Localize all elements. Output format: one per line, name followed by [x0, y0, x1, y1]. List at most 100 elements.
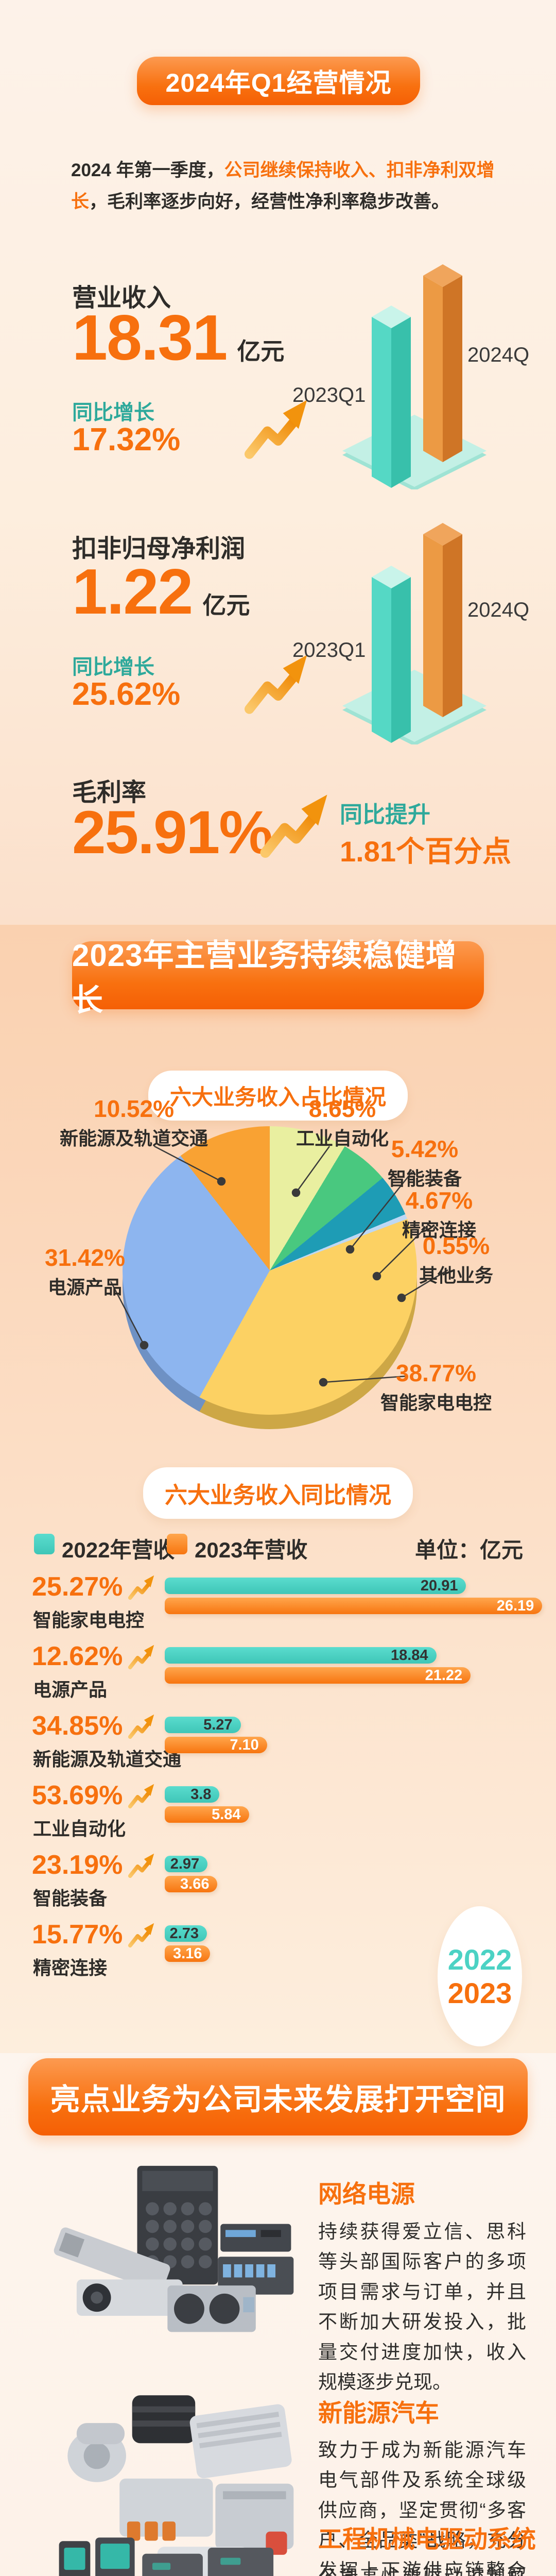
row-category: 新能源及轨道交通: [33, 1749, 182, 1770]
profit-yoy-label: 同比增长: [72, 656, 154, 679]
trend-up-arrow-icon: [127, 1850, 157, 1880]
bar-2022: 18.84: [165, 1647, 437, 1664]
item-body-ev: 致力于成为新能源汽车电气部件及系统全球级供应商，坚定贯彻“多客户、全品类”战略，…: [318, 2439, 526, 2576]
section3-header-banner: 亮点业务为公司未来发展打开空间: [28, 2058, 528, 2136]
bar-2023: 7.10: [165, 1737, 267, 1753]
profit-value-row: 1.22 亿元: [72, 555, 250, 629]
pie-callout-lines: [110, 1145, 448, 1387]
network-power-photo: [54, 2165, 294, 2332]
profit-value: 1.22: [72, 556, 193, 628]
section-2023-business: 2023年主营业务持续稳健增长 六大业务收入占比情况 10.52% 新能: [0, 925, 556, 2053]
bar-chart-title: 六大业务收入同比情况: [143, 1467, 413, 1519]
row-category: 精密连接: [33, 1957, 108, 1978]
trend-up-arrow-icon: [127, 1641, 157, 1671]
years-badge: 2022 2023: [438, 1906, 522, 2046]
drive-system-photo: [59, 2537, 274, 2576]
trend-up-arrow-icon: [127, 1572, 157, 1602]
growth-value: 53.69%: [32, 1781, 123, 1810]
pie-chart-title: 六大业务收入占比情况: [148, 1071, 408, 1121]
margin-value: 25.91%: [72, 799, 273, 867]
revenue-value-row: 18.31 亿元: [72, 301, 284, 375]
pie-label-precision-connection: 4.67% 精密连接: [402, 1187, 476, 1241]
badge-2022: 2022: [447, 1943, 512, 1976]
revenue-label: 营业收入: [72, 284, 171, 312]
pie-label-new-energy-rail: 10.52% 新能源及轨道交通: [59, 1095, 208, 1149]
bar-row-smart-appliance-control: 25.27% 智能家电电控 20.91 26.19: [0, 1572, 556, 1645]
pie-label-smart-appliance-control: 38.77% 智能家电电控: [380, 1360, 492, 1413]
bar-row-smart-equipment: 23.19% 智能装备 2.97 3.66: [0, 1850, 556, 1923]
trend-up-arrow-icon: [127, 1920, 157, 1950]
section2-header-banner: 2023年主营业务持续稳健增长: [72, 938, 484, 1018]
row-category: 工业自动化: [33, 1818, 126, 1839]
growth-value: 25.27%: [32, 1572, 123, 1602]
profit-3d-bar-chart: 2023Q1 2024Q1: [292, 523, 530, 744]
item-title-drive-system: 工程机械电驱动系统: [318, 2526, 536, 2553]
legend-label-2023: 2023年营收: [195, 1538, 308, 1562]
margin-label: 毛利率: [72, 779, 147, 806]
bar-label-2024q1: 2024Q1: [467, 344, 530, 366]
intro-part1: 2024 年第一季度，: [71, 160, 224, 180]
bar-2023: 3.66: [165, 1876, 218, 1892]
bar-label-2024q1: 2024Q1: [467, 599, 530, 621]
pie-label-smart-equipment: 5.42% 智能装备: [387, 1136, 462, 1189]
trend-up-arrow-icon: [127, 1781, 157, 1810]
bar-2023: 3.16: [165, 1945, 211, 1962]
section3-title: 亮点业务为公司未来发展打开空间: [50, 2083, 506, 2116]
bar-2023: 21.22: [165, 1667, 471, 1684]
revenue-3d-bar-chart: 2023Q1 2024Q1: [292, 264, 530, 489]
bar-2023: 26.19: [165, 1598, 543, 1614]
intro-part2: ，毛利率逐步向好，经营性净利率稳步改善。: [89, 192, 450, 212]
unit-note: 单位：亿元: [414, 1538, 523, 1562]
trend-up-arrow-icon: [127, 1711, 157, 1741]
pie-chart: [123, 1126, 417, 1415]
section1-header-banner: 2024年Q1经营情况: [137, 57, 420, 105]
section1-title: 2024年Q1经营情况: [165, 69, 392, 97]
revenue-unit: 亿元: [237, 338, 285, 365]
bar-chart-legend: 2022年营收 2023年营收 单位：亿元: [0, 1533, 556, 1562]
bar-row-new-energy-rail: 34.85% 新能源及轨道交通 5.27 7.10: [0, 1711, 556, 1784]
bar-label-2023q1: 2023Q1: [292, 639, 366, 662]
growth-value: 12.62%: [32, 1641, 123, 1671]
revenue-yoy-value: 17.32%: [72, 422, 181, 457]
bar-row-power-products: 12.62% 电源产品 18.84 21.22: [0, 1641, 556, 1714]
item-title-network-power: 网络电源: [318, 2180, 415, 2208]
section-q1-performance: 2024年Q1经营情况 2024 年第一季度，公司继续保持收入、扣非净利双增长，…: [0, 0, 556, 925]
growth-value: 15.77%: [32, 1920, 123, 1950]
bar-2023: 5.84: [165, 1806, 249, 1823]
revenue-value: 18.31: [72, 302, 228, 374]
section-highlight-business: 亮点业务为公司未来发展打开空间 网络电源 持续获得爱立信、思科等头部国际客: [0, 2053, 556, 2576]
pie-label-power-products: 31.42% 电源产品: [44, 1244, 125, 1298]
legend-swatch-2023: [167, 1534, 187, 1554]
section2-title: 2023年主营业务持续稳健增长: [72, 938, 457, 1018]
pie-label-industrial-automation: 8.65% 工业自动化: [296, 1095, 389, 1149]
bar-row-industrial-automation: 53.69% 工业自动化 3.8 5.84: [0, 1781, 556, 1853]
margin-yoy-label: 同比提升: [340, 802, 430, 827]
pie-label-other-business: 0.55% 其他业务: [419, 1232, 493, 1286]
pie-chart-area: 10.52% 新能源及轨道交通 8.65% 工业自动化 5.42% 智能装备 4…: [0, 1095, 556, 1429]
bar-row-precision-connection: 15.77% 精密连接 2.73 3.16: [0, 1920, 556, 1992]
margin-yoy-value: 1.81个百分点: [340, 835, 511, 868]
row-category: 智能家电电控: [33, 1609, 145, 1631]
row-category: 智能装备: [33, 1888, 108, 1909]
intro-paragraph: 2024 年第一季度，公司继续保持收入、扣非净利双增长，毛利率逐步向好，经营性净…: [71, 155, 519, 218]
legend-swatch-2022: [34, 1534, 55, 1554]
bar-2022: 3.8: [165, 1786, 220, 1803]
ev-components-photo: [67, 2395, 294, 2576]
bar-2022: 5.27: [165, 1717, 241, 1733]
bar-label-2023q1: 2023Q1: [292, 384, 366, 406]
legend-label-2022: 2022年营收: [62, 1538, 175, 1562]
bar-2022: 2.97: [165, 1856, 208, 1872]
trend-up-arrow-icon: [256, 786, 334, 863]
profit-label: 扣非归母净利润: [72, 535, 246, 563]
item-title-ev: 新能源汽车: [318, 2399, 439, 2427]
bar-2022: 20.91: [165, 1578, 466, 1594]
item-body-drive-system: 公司高性能驱动控制解决方案，助力工程机械行业龙头客户实现电动化转型，深度服务行业…: [318, 2562, 526, 2576]
profit-yoy-value: 25.62%: [72, 676, 181, 712]
growth-value: 34.85%: [32, 1711, 123, 1741]
growth-value: 23.19%: [32, 1850, 123, 1880]
item-body-network-power: 持续获得爱立信、思科等头部国际客户的多项项目需求与订单，并且不断加大研发投入，批…: [318, 2221, 526, 2393]
badge-2023: 2023: [447, 1977, 512, 2009]
profit-unit: 亿元: [202, 592, 250, 619]
row-category: 电源产品: [33, 1679, 108, 1700]
